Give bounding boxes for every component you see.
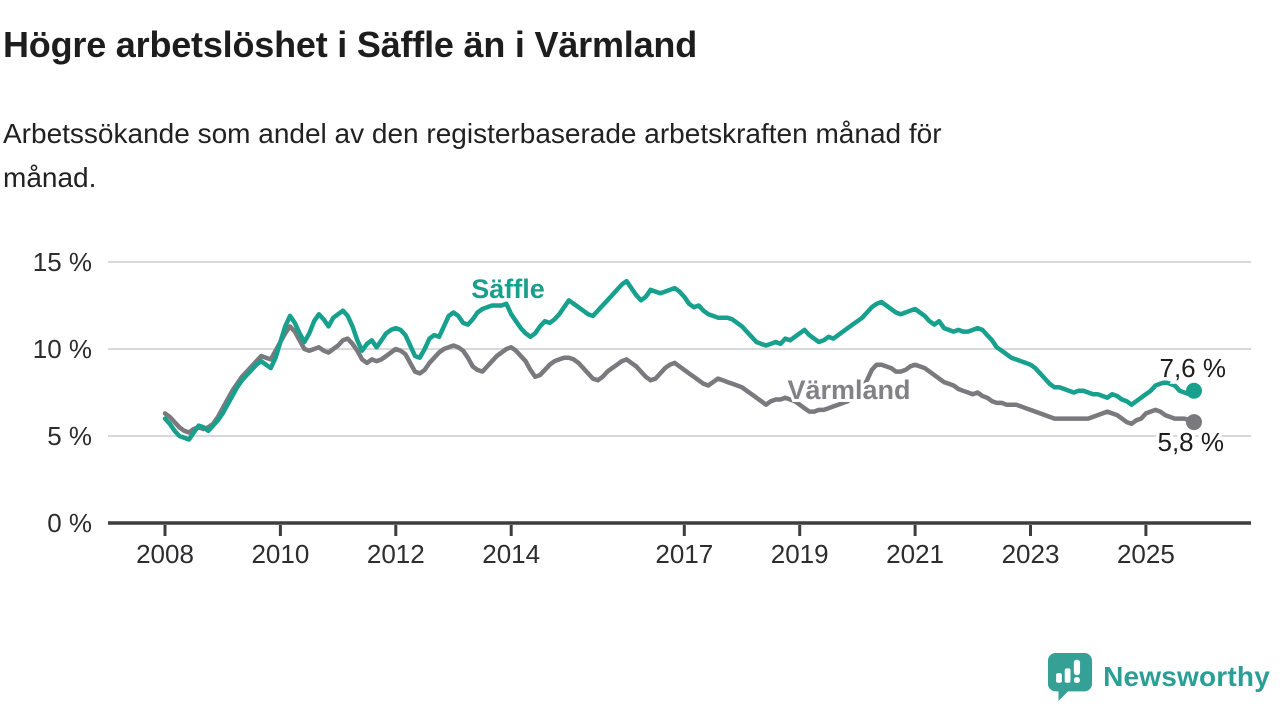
y-tick-label: 0 % bbox=[47, 508, 92, 538]
x-tick-label: 2008 bbox=[136, 539, 194, 569]
end-value-label-saffle: 7,6 % bbox=[1160, 353, 1227, 383]
y-tick-label: 10 % bbox=[33, 334, 92, 364]
x-tick-label: 2012 bbox=[367, 539, 425, 569]
y-tick-label: 15 % bbox=[33, 247, 92, 277]
x-tick-label: 2019 bbox=[771, 539, 829, 569]
newsworthy-icon bbox=[1048, 653, 1093, 701]
newsworthy-logo: Newsworthy bbox=[1047, 652, 1270, 702]
chart-subtitle-line2: månad. bbox=[3, 162, 97, 193]
y-tick-label: 5 % bbox=[47, 421, 92, 451]
chart-title: Högre arbetslöshet i Säffle än i Värmlan… bbox=[3, 24, 697, 65]
x-tick-label: 2023 bbox=[1002, 539, 1060, 569]
brand-name: Newsworthy bbox=[1103, 661, 1270, 692]
x-tick-label: 2014 bbox=[482, 539, 540, 569]
chart-subtitle-line1: Arbetssökande som andel av den registerb… bbox=[3, 118, 942, 149]
x-tick-label: 2010 bbox=[251, 539, 309, 569]
series-end-dot-varmland bbox=[1185, 414, 1202, 431]
series-line-varmland bbox=[162, 324, 1197, 435]
series-label-saffle: Säffle bbox=[471, 274, 545, 304]
series-label-varmland: Värmland bbox=[787, 375, 910, 405]
x-tick-label: 2021 bbox=[886, 539, 944, 569]
chart-subtitle: Arbetssökande som andel av den registerb… bbox=[3, 112, 942, 200]
series-line-saffle bbox=[162, 278, 1197, 442]
x-tick-label: 2017 bbox=[655, 539, 713, 569]
series-end-dot-saffle bbox=[1185, 382, 1202, 399]
end-value-label-varmland: 5,8 % bbox=[1158, 427, 1225, 457]
x-tick-label: 2025 bbox=[1117, 539, 1175, 569]
